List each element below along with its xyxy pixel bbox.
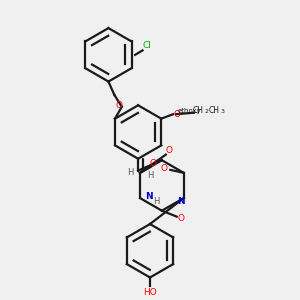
Text: O: O bbox=[165, 146, 172, 155]
Text: Cl: Cl bbox=[142, 41, 152, 50]
Text: N: N bbox=[177, 196, 184, 206]
Text: O: O bbox=[161, 164, 168, 173]
Text: 3: 3 bbox=[220, 109, 224, 114]
Text: H: H bbox=[147, 171, 154, 180]
Text: O: O bbox=[173, 110, 180, 119]
Text: O: O bbox=[150, 159, 157, 168]
Text: O: O bbox=[178, 214, 185, 223]
Text: HO: HO bbox=[143, 288, 157, 297]
Text: N: N bbox=[145, 192, 153, 201]
Text: H: H bbox=[153, 196, 160, 206]
Text: CH: CH bbox=[209, 106, 220, 115]
Text: CH: CH bbox=[192, 106, 203, 115]
Text: H: H bbox=[128, 168, 134, 177]
Text: O: O bbox=[115, 101, 122, 110]
Text: 2: 2 bbox=[204, 109, 208, 114]
Text: ethoxy: ethoxy bbox=[178, 108, 201, 114]
